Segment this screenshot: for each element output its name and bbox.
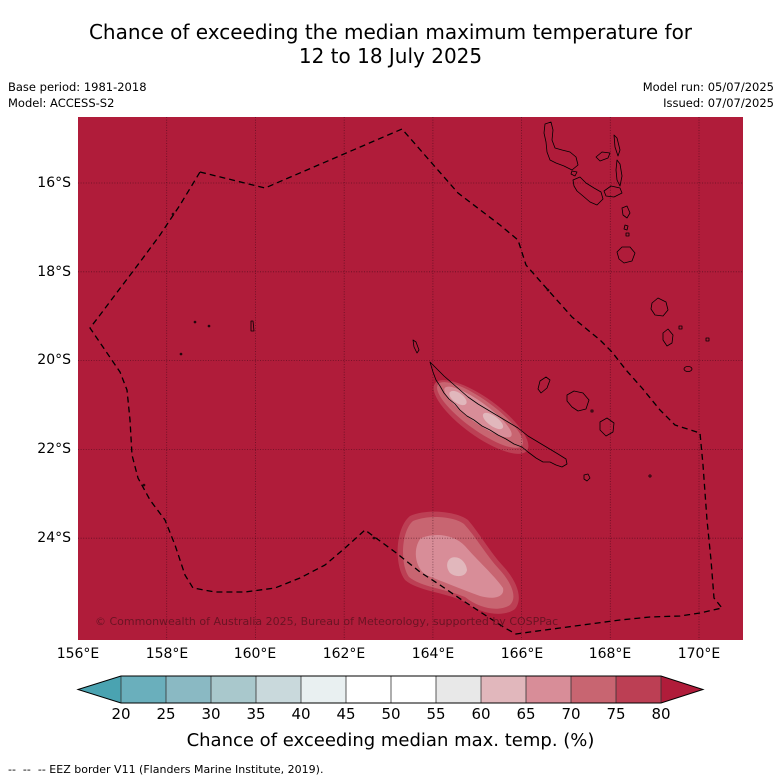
base-period: Base period: 1981-2018 [8,80,147,94]
colorbar-segment-30-35 [211,676,256,703]
forecast-patch-new-caledonia [433,380,529,454]
colorbar-segment-65-70 [526,676,571,703]
coastline-tanna [662,328,674,347]
eez-border [89,128,723,635]
model-run-date: Model run: 05/07/2025 [642,80,774,94]
islet [179,352,183,356]
meta-right: Model run: 05/07/2025 Issued: 07/07/2025 [643,79,774,111]
patch-core-60-65 [482,412,504,430]
colorbar-segment-55-60 [436,676,481,703]
map-panel [78,117,743,640]
coastline-aneityum [683,365,693,372]
colorbar-segment-20-25 [121,676,166,703]
lat-label-16s: 16°S [37,175,71,191]
eez-legend: -- -- -- EEZ border V11 (Flanders Marine… [8,763,324,776]
coastline-pentecost [615,159,623,187]
colorbar-edges [120,676,662,703]
lon-label-168e: 168°E [588,646,632,662]
lon-label-164e: 164°E [411,646,455,662]
lat-label-22s: 22°S [37,441,71,457]
colorbar-tick-45: 45 [336,705,356,723]
lat-label-24s: 24°S [37,530,71,546]
model-name: Model: ACCESS-S2 [8,96,115,110]
coastline-new-caledonia [429,361,568,468]
colorbar-tick-35: 35 [246,705,266,723]
colorbar-tick-50: 50 [381,705,401,723]
coastline-aniwa [678,325,683,330]
issued-date: Issued: 07/07/2025 [663,96,774,110]
coastlines [142,121,710,540]
colorbar [76,675,705,704]
coastline-epi [621,205,631,219]
patch-core-60-65 [447,557,467,577]
colorbar-segment-60-65 [481,676,526,703]
colorbar-segment-35-40 [256,676,301,703]
coastline-malo [570,170,578,177]
colorbar-segment-45-50 [346,676,391,703]
coastline-maewo [613,134,621,157]
colorbar-extension-low [78,676,121,703]
colorbar-tick-55: 55 [426,705,446,723]
meta-left: Base period: 1981-2018 Model: ACCESS-S2 [8,79,147,111]
colorbar-segment-70-75 [571,676,616,703]
coastline-chesterfield [250,320,255,332]
coastline-efate [616,246,636,264]
copyright-notice: © Commonwealth of Australia 2025, Bureau… [95,615,559,628]
coastline-ambae [595,151,611,162]
colorbar-tick-80: 80 [651,705,671,723]
lon-label-166e: 166°E [500,646,544,662]
colorbar-segment-25-30 [166,676,211,703]
coastline-futuna [705,337,710,342]
title-line-1: Chance of exceeding the median maximum t… [88,20,693,44]
colorbar-tick-65: 65 [516,705,536,723]
colorbar-label: Chance of exceeding median max. temp. (%… [186,730,595,751]
lat-label-20s: 20°S [37,352,71,368]
islet [372,536,376,540]
colorbar-segment-75-80 [616,676,661,703]
coastline-isle-of-pines [583,473,591,482]
lon-label-156e: 156°E [56,646,100,662]
colorbar-tick-25: 25 [156,705,176,723]
islet [193,320,197,324]
patch-core-60-65 [449,390,467,406]
coastline-tiga [590,409,594,413]
graticule [78,117,743,640]
islet [648,474,652,478]
colorbar-outline [76,675,705,704]
colorbar-segment-50-55 [391,676,436,703]
coastline-malekula [572,176,604,206]
title-line-2: 12 to 18 July 2025 [298,44,483,68]
coastline-lifou [566,390,590,412]
lat-label-18s: 18°S [37,264,71,280]
colorbar-tick-20: 20 [111,705,131,723]
colorbar-segment-40-45 [301,676,346,703]
lon-label-158e: 158°E [145,646,189,662]
map-title: Chance of exceeding the median maximum t… [0,20,781,68]
colorbar-tick-40: 40 [291,705,311,723]
lon-label-170e: 170°E [677,646,721,662]
coastline-ouvea [537,376,551,394]
coastline-emae [625,232,630,237]
colorbar-extension-high [661,676,703,703]
colorbar-tick-60: 60 [471,705,491,723]
colorbar-tick-30: 30 [201,705,221,723]
lon-label-160e: 160°E [233,646,277,662]
coastline-tongoa [623,224,629,231]
forecast-patch-south [397,511,519,614]
coastline-belep [412,339,420,354]
islet [207,324,211,328]
coastline-mare [599,417,615,437]
islet [142,483,146,487]
islet [546,288,550,292]
coastline-espiritu-santo [543,121,579,171]
lon-label-162e: 162°E [322,646,366,662]
coastline-erromango [650,297,669,317]
coastline-ambrym [603,185,623,198]
colorbar-tick-70: 70 [561,705,581,723]
colorbar-tick-75: 75 [606,705,626,723]
